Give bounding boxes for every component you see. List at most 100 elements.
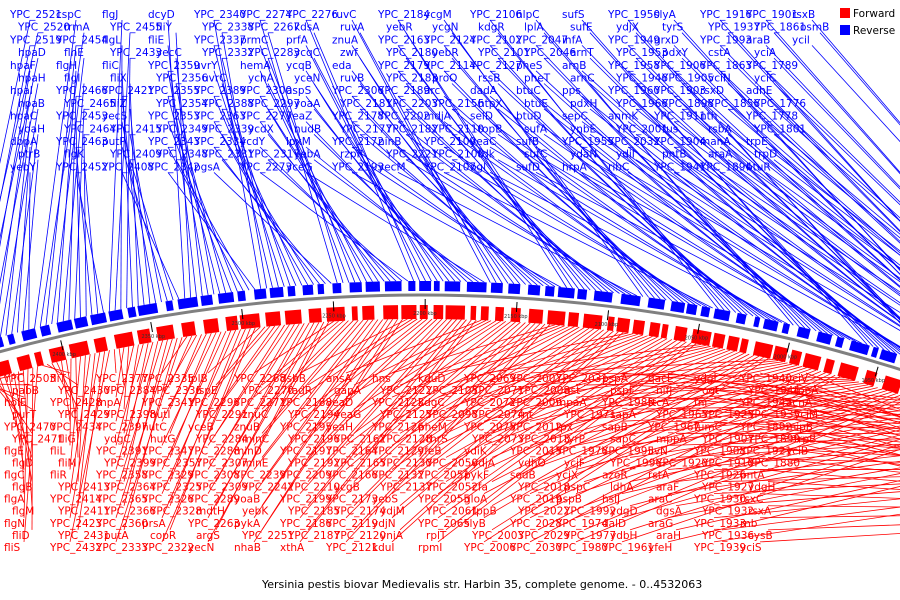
gene-label: YPC_1941	[653, 161, 706, 173]
gene-label: trpD	[754, 149, 777, 161]
gene-label: adhE	[746, 85, 772, 97]
gene-label: YPC_2411	[57, 506, 110, 518]
gene-label: YPC_1907	[701, 433, 754, 445]
gene-label: cstA	[708, 47, 731, 59]
gene-label: YPC_1976	[555, 445, 608, 457]
gene-connector	[221, 159, 326, 285]
gene-label: YPC_1936	[701, 530, 754, 542]
gene-label: YPC_2108	[431, 149, 484, 161]
tick-label: 2300 kbp	[232, 321, 256, 327]
gene-connector	[5, 121, 31, 336]
gene-connector	[673, 172, 900, 313]
gene-arrow	[544, 285, 555, 297]
gene-label: YPC_2156	[431, 98, 484, 110]
gene-arrow	[528, 308, 544, 324]
gene-arrow	[577, 288, 588, 300]
gene-connector	[489, 19, 719, 310]
gene-connector	[57, 70, 77, 323]
gene-label: gst	[564, 385, 580, 397]
gene-label: fliM	[58, 457, 77, 469]
gene-label: YPC_2119	[325, 518, 378, 530]
gene-label: fliG	[58, 433, 76, 445]
gene-label: YPC_2137	[379, 482, 432, 494]
gene-label: YPC_2185	[287, 506, 340, 518]
gene-label: hemA	[240, 60, 271, 72]
gene-label: YPC_1927	[701, 482, 754, 494]
gene-connector	[0, 45, 31, 203]
gene-connector	[391, 326, 575, 422]
gene-connector	[681, 32, 900, 270]
gene-connector	[51, 362, 71, 398]
gene-label: YPC_2132	[371, 470, 424, 482]
reverse-gene-connectors	[0, 19, 900, 355]
gene-label: YPC_1950	[607, 9, 660, 21]
gene-connector	[451, 159, 708, 308]
gene-label: YPC_2174	[333, 506, 386, 518]
gene-label: YPC_2347	[141, 445, 194, 457]
gene-label: YPC_2503	[3, 373, 56, 385]
gene-label: YPC_2114	[423, 60, 476, 72]
gene-label: YPC_2308	[187, 470, 240, 482]
gene-connector	[765, 45, 900, 188]
gene-label: YPC_1921	[739, 445, 792, 457]
gene-label: YPC_2009	[509, 397, 562, 409]
gene-connector	[115, 341, 154, 470]
gene-connector	[359, 32, 497, 284]
gene-connector	[721, 506, 900, 531]
gene-label: YPC_2183	[385, 73, 438, 85]
map-caption: Yersinia pestis biovar Medievalis str. H…	[261, 578, 702, 591]
gene-connector	[207, 322, 310, 494]
gene-label: arnC	[570, 73, 595, 85]
gene-label: YPC_1945	[739, 397, 792, 409]
gene-arrow	[510, 307, 521, 323]
gene-connector	[213, 96, 297, 286]
gene-label: xthA	[280, 542, 305, 554]
gene-connector	[629, 444, 900, 531]
gene-label: sufC	[524, 149, 547, 161]
gene-label: YPC_2337	[193, 34, 246, 46]
gene-connector	[765, 146, 900, 252]
gene-connector	[77, 351, 106, 530]
gene-label: YPC_2273	[239, 161, 292, 173]
gene-connector	[491, 352, 745, 482]
gene-label: fadR	[288, 385, 312, 397]
gene-connector	[437, 338, 668, 470]
gene-label: YPC_2358	[95, 470, 148, 482]
gene-arrow	[253, 288, 267, 300]
gene-connector	[627, 121, 900, 323]
gene-label: YPC_2391	[95, 445, 148, 457]
gene-label: YPC_2098	[425, 409, 478, 421]
gene-connector	[589, 108, 900, 353]
gene-connector	[759, 469, 900, 482]
gene-label: hpaH	[18, 73, 46, 85]
gene-label: YPC_2187	[287, 530, 340, 542]
gene-connector	[121, 96, 145, 306]
gene-label: hutG	[150, 433, 176, 445]
gene-label: YPC_2289	[187, 494, 240, 506]
gene-label: dadA	[470, 85, 498, 97]
gene-label: flgH	[56, 60, 77, 72]
gene-label: YPC_2074	[471, 409, 524, 421]
gene-arrow	[90, 312, 108, 326]
gene-connector	[215, 324, 285, 434]
gene-label: ycqC	[294, 47, 320, 59]
gene-connector	[23, 366, 38, 542]
gene-connector	[727, 133, 900, 269]
gene-connector	[543, 159, 857, 342]
gene-label: ydgH	[748, 482, 775, 494]
gene-arrow	[480, 306, 489, 321]
gene-label: topA	[794, 385, 819, 397]
gene-label: rsxD	[700, 85, 724, 97]
gene-label: YPC_2052	[425, 482, 478, 494]
gene-label: flgN	[4, 518, 25, 530]
gene-arrow	[527, 284, 541, 296]
gene-connector	[529, 361, 783, 398]
gene-label: kdgC	[418, 397, 445, 409]
legend: Forward Reverse	[840, 8, 895, 37]
gene-arrow	[547, 310, 566, 326]
gene-connector	[391, 324, 555, 374]
gene-connector	[399, 327, 590, 458]
tick-mark	[606, 310, 610, 321]
gene-connector	[391, 327, 585, 446]
gene-label: sepC	[562, 111, 588, 123]
